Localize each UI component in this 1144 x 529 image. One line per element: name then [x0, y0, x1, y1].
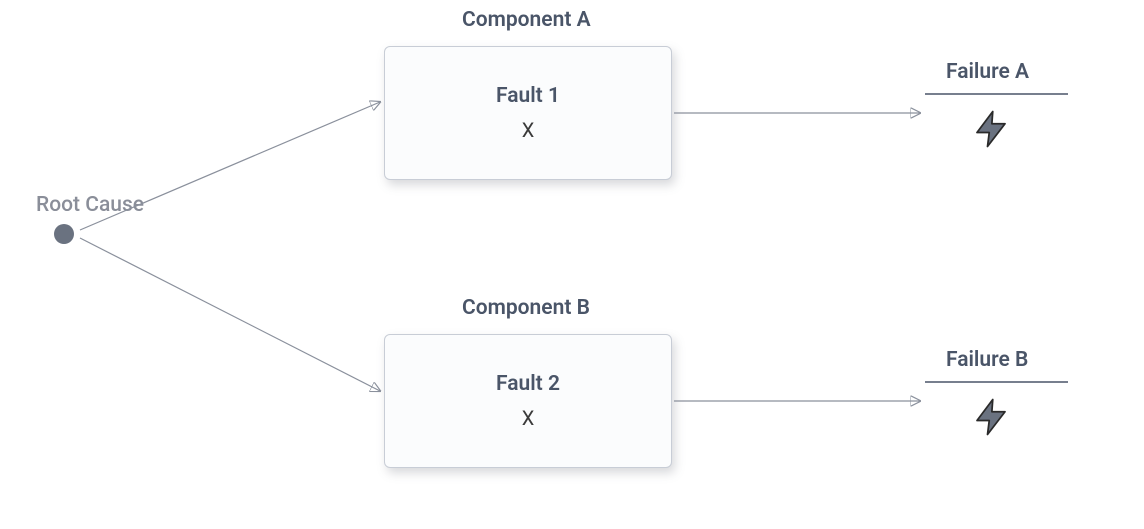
- arrows-layer: [0, 0, 1144, 529]
- diagram-canvas: Root Cause Component A Fault 1 X Failure…: [0, 0, 1144, 529]
